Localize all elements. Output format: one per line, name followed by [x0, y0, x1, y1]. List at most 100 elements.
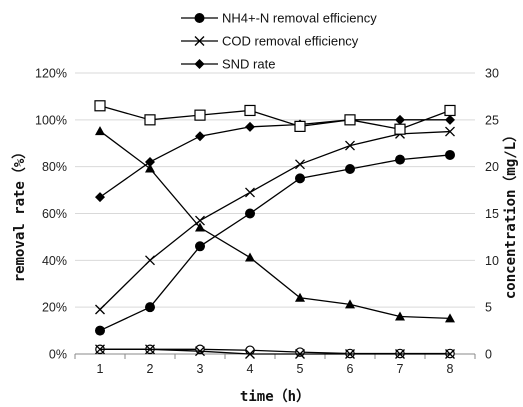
data-point-stroke: [95, 304, 105, 315]
data-point: [245, 208, 255, 219]
data-point: [194, 59, 205, 69]
data-point-stroke: [295, 159, 305, 170]
data-point: [94, 100, 106, 112]
data-point: [345, 299, 355, 309]
x-tick-label: 5: [297, 362, 304, 376]
data-point-stroke: [445, 349, 455, 359]
data-point: [295, 173, 305, 184]
x-tick-label: 7: [397, 362, 404, 376]
left-tick-label: 20%: [42, 301, 67, 315]
legend-label: NH4+-N removal efficiency: [222, 11, 377, 26]
data-point: [245, 187, 255, 198]
left-tick-label: 100%: [35, 113, 67, 127]
data-point: [395, 114, 405, 125]
data-point: [145, 163, 155, 173]
data-point-stroke: [194, 36, 205, 46]
data-point: [145, 156, 155, 167]
data-point: [95, 304, 105, 315]
left-axis-ticks: 0% 20% 40% 60% 80% 100% 120%: [35, 67, 67, 362]
right-tick-label: 20: [485, 160, 499, 174]
right-tick-label: 5: [485, 301, 492, 315]
data-point: [445, 313, 455, 323]
data-point-stroke: [295, 349, 305, 359]
legend-item: SND rate: [181, 57, 275, 72]
right-tick-label: 25: [485, 113, 499, 127]
series-1: [95, 149, 455, 336]
x-tick-label: 4: [247, 362, 254, 376]
data-point: [445, 149, 455, 160]
series-5: [94, 100, 456, 135]
left-tick-label: 0%: [49, 348, 67, 362]
data-point: [445, 349, 455, 359]
left-tick-label: 120%: [35, 67, 67, 81]
data-point: [345, 140, 355, 151]
data-point: [145, 255, 155, 266]
data-point: [145, 344, 155, 355]
data-point-stroke: [145, 344, 155, 355]
data-point-stroke: [145, 255, 155, 266]
right-tick-label: 10: [485, 254, 499, 268]
x-axis-ticks: 1 2 3 4 5 6 7 8: [97, 362, 454, 376]
data-point: [445, 126, 455, 137]
left-tick-label: 40%: [42, 254, 67, 268]
data-point: [444, 104, 456, 117]
data-point: [295, 159, 305, 170]
left-axis-title: removal rate（%）: [12, 145, 28, 283]
data-point: [195, 344, 205, 355]
data-point: [244, 104, 256, 117]
data-point: [295, 292, 305, 302]
data-point: [245, 121, 255, 132]
x-tick-label: 6: [347, 362, 354, 376]
data-point: [395, 311, 405, 321]
x-tick-label: 3: [197, 362, 204, 376]
data-point: [395, 349, 405, 359]
data-point: [345, 164, 355, 175]
data-point: [194, 13, 205, 23]
data-point-stroke: [245, 187, 255, 198]
data-point-stroke: [245, 349, 255, 359]
data-point: [95, 325, 105, 336]
series-line: [99, 119, 450, 198]
data-point-stroke: [195, 346, 205, 357]
data-point: [395, 154, 405, 165]
data-point-stroke: [95, 344, 105, 355]
data-point: [144, 114, 156, 126]
x-tick-label: 1: [97, 362, 104, 376]
series-line: [100, 348, 450, 355]
data-point: [95, 344, 105, 355]
series-line: [99, 130, 451, 320]
data-point-stroke: [345, 349, 355, 359]
data-point: [195, 346, 205, 357]
left-tick-label: 80%: [42, 160, 67, 174]
data-point: [195, 131, 205, 142]
data-point-stroke: [345, 140, 355, 151]
legend-item: NH4+-N removal efficiency: [181, 11, 377, 26]
right-tick-label: 30: [485, 67, 499, 81]
left-tick-label: 60%: [42, 207, 67, 221]
series-7: [95, 344, 455, 359]
series-4: [95, 126, 455, 323]
x-tick-label: 8: [447, 362, 454, 376]
series-line: [99, 154, 451, 332]
data-point: [245, 252, 255, 262]
data-point: [345, 349, 355, 359]
data-point: [295, 349, 305, 359]
legend-label: COD removal efficiency: [222, 34, 359, 49]
right-tick-label: 15: [485, 207, 499, 221]
data-point: [294, 120, 306, 132]
legend-item: COD removal efficiency: [181, 34, 359, 49]
series-line: [99, 130, 451, 310]
x-tick-label: 2: [147, 362, 154, 376]
series-line: [99, 105, 451, 130]
data-point: [95, 126, 105, 136]
data-point-stroke: [395, 349, 405, 359]
data-point: [344, 114, 356, 126]
gridlines: [75, 72, 475, 355]
data-point: [295, 347, 305, 357]
data-point: [394, 123, 406, 135]
right-axis-title: concentration（mg/L）: [503, 128, 519, 299]
data-point: [194, 36, 205, 46]
data-point: [194, 109, 206, 121]
